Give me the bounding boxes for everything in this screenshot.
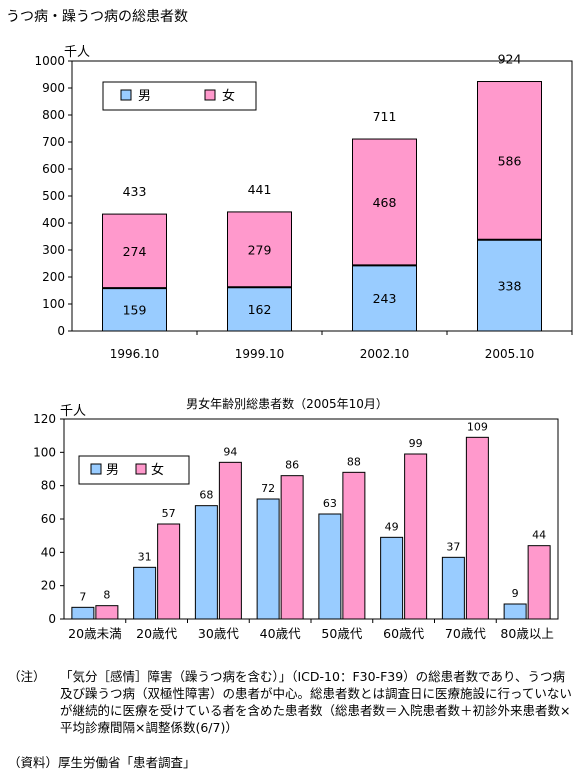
chart2-value-label: 49 xyxy=(385,520,399,533)
chart1-y-tick-label: 0 xyxy=(57,324,65,338)
chart2-value-label: 57 xyxy=(162,507,176,520)
chart2-bar-male xyxy=(318,513,342,620)
chart1-segment-label: 162 xyxy=(248,302,272,317)
source-note: （資料）厚生労働省「患者調査」 xyxy=(8,755,196,770)
chart1-legend-label-male: 男 xyxy=(138,89,151,104)
chart2-value-label: 88 xyxy=(347,455,361,468)
chart2-bar-male xyxy=(256,498,280,620)
chart1-bar-male xyxy=(352,264,417,332)
chart1-y-tick-label: 200 xyxy=(42,270,65,284)
chart2-title: 男女年齢別総患者数（2005年10月） xyxy=(186,396,388,411)
chart2-x-tick-label: 40歳代 xyxy=(260,626,301,641)
chart1-segment-label: 279 xyxy=(248,243,272,258)
chart1-bar-male xyxy=(477,239,542,332)
chart2-bar-male xyxy=(441,556,465,620)
chart2-bar-female xyxy=(404,453,428,620)
chart1-y-tick-label: 100 xyxy=(42,297,65,311)
chart2-x-tick-label: 50歳代 xyxy=(321,626,362,641)
chart2-legend-label-female: 女 xyxy=(151,462,164,478)
chart2-value-label: 63 xyxy=(323,497,337,510)
chart2-y-tick-label: 60 xyxy=(41,512,56,526)
chart1-total-label: 433 xyxy=(123,184,147,199)
chart1-legend-swatch-male xyxy=(120,89,132,101)
chart2-y-tick-label: 0 xyxy=(48,612,56,626)
footnote-text: 「気分［感情］障害（躁うつ病を含む）」（ICD-10：F30-F39）の総患者数… xyxy=(60,669,572,735)
footnote: （注） 「気分［感情］障害（躁うつ病を含む）」（ICD-10：F30-F39）の… xyxy=(8,668,574,736)
chart1-segment-label: 338 xyxy=(498,278,522,293)
chart2-y-tick-label: 80 xyxy=(41,479,56,493)
chart2-x-tick-label: 70歳代 xyxy=(445,626,486,641)
chart2-y-tick-label: 20 xyxy=(41,579,56,593)
chart1-legend-label-female: 女 xyxy=(222,88,235,104)
chart1-bar-female xyxy=(102,213,167,289)
chart2-x-tick-label: 30歳代 xyxy=(198,626,239,641)
chart1-y-tick-label: 800 xyxy=(42,108,65,122)
charts-canvas: 01002003004005006007008009001000千人1996.1… xyxy=(33,45,573,641)
chart2-bar-female xyxy=(157,523,181,620)
chart1-y-tick-label: 300 xyxy=(42,243,65,257)
chart2-bar-male xyxy=(380,536,404,620)
chart2-value-label: 8 xyxy=(103,589,110,602)
chart2-value-label: 72 xyxy=(261,482,275,495)
chart2-legend-label-male: 男 xyxy=(106,463,119,478)
chart1-segment-label: 468 xyxy=(373,195,397,210)
chart1-y-tick-label: 400 xyxy=(42,216,65,230)
chart1-y-tick-label: 700 xyxy=(42,135,65,149)
chart1-y-axis-label: 千人 xyxy=(64,45,90,60)
chart2-value-label: 9 xyxy=(512,587,519,600)
chart1-segment-label: 159 xyxy=(123,303,147,318)
chart2-value-label: 68 xyxy=(199,489,213,502)
chart1-legend-swatch-female xyxy=(204,89,216,101)
chart2-value-label: 99 xyxy=(409,437,423,450)
chart1-x-tick-label: 2002.10 xyxy=(360,347,410,361)
chart1-total-label: 711 xyxy=(373,109,397,124)
chart2-bar-female xyxy=(280,475,304,620)
chart2-y-axis-label: 千人 xyxy=(60,404,86,419)
chart1-x-tick-label: 2005.10 xyxy=(485,347,535,361)
footnote-label: （注） xyxy=(8,669,46,684)
chart2-bar-male xyxy=(194,505,218,620)
chart2-bar-female xyxy=(95,605,119,620)
chart1-y-tick-label: 1000 xyxy=(34,54,65,68)
page-title: うつ病・躁うつ病の総患者数 xyxy=(6,9,188,25)
chart2-value-label: 109 xyxy=(467,420,488,433)
chart2-value-label: 44 xyxy=(532,529,546,542)
chart2-x-tick-label: 60歳代 xyxy=(383,626,424,641)
chart1-bar-male xyxy=(227,286,292,332)
chart2-y-tick-label: 120 xyxy=(33,412,56,426)
chart2-value-label: 37 xyxy=(446,540,460,553)
chart2-legend-swatch-male xyxy=(90,463,102,475)
chart2-legend-swatch-female xyxy=(135,463,147,475)
chart2-x-tick-label: 20歳代 xyxy=(136,626,177,641)
chart1-x-tick-label: 1996.10 xyxy=(110,347,160,361)
chart1-y-tick-label: 900 xyxy=(42,81,65,95)
chart1-total-label: 924 xyxy=(498,52,522,67)
chart1-total-label: 441 xyxy=(248,182,272,197)
chart2-value-label: 31 xyxy=(138,550,152,563)
chart1-bar-female xyxy=(227,211,292,288)
chart2-bar-male xyxy=(503,603,527,620)
chart2-bar-female xyxy=(527,545,551,620)
chart1-segment-label: 243 xyxy=(373,291,397,306)
chart2-value-label: 7 xyxy=(79,590,86,603)
chart2-bar-male xyxy=(133,566,157,620)
chart1-segment-label: 586 xyxy=(498,154,522,169)
chart2-bar-male xyxy=(71,606,95,620)
chart2-y-tick-label: 100 xyxy=(33,445,56,459)
chart1-x-tick-label: 1999.10 xyxy=(235,347,285,361)
chart2-bar-female xyxy=(465,436,489,620)
chart2-bar-female xyxy=(342,471,366,620)
chart2-bar-female xyxy=(218,461,242,620)
chart2-y-tick-label: 40 xyxy=(41,545,56,559)
chart1-bar-female xyxy=(477,81,542,241)
chart2-value-label: 86 xyxy=(285,459,299,472)
chart1-y-tick-label: 500 xyxy=(42,189,65,203)
chart1-bar-male xyxy=(102,287,167,332)
chart1-segment-label: 274 xyxy=(123,244,147,259)
chart2-x-tick-label: 20歳未満 xyxy=(68,626,121,641)
chart2-value-label: 94 xyxy=(223,445,237,458)
chart2-x-tick-label: 80歳以上 xyxy=(500,626,553,641)
chart1-y-tick-label: 600 xyxy=(42,162,65,176)
